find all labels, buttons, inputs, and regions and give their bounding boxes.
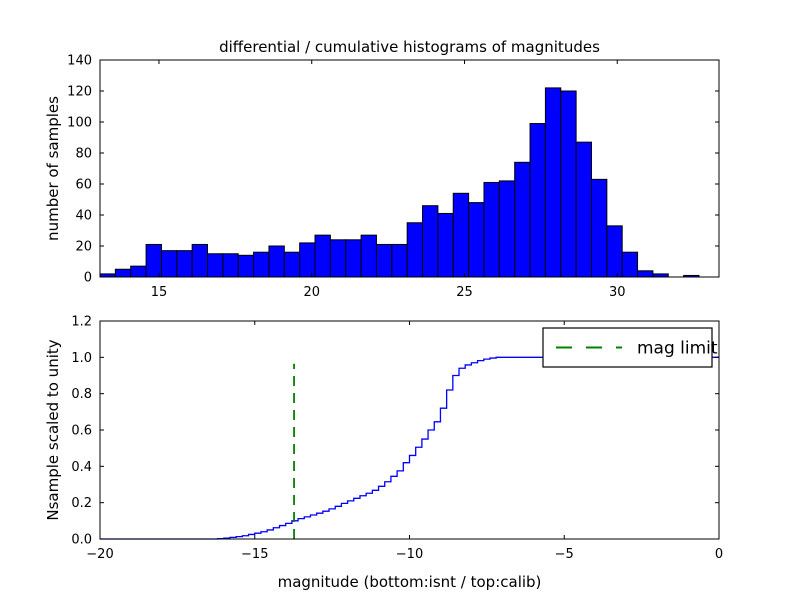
y-tick-label: 0 xyxy=(84,271,92,286)
histogram-bar xyxy=(191,243,209,278)
histogram-bar xyxy=(560,90,577,278)
axes-frame xyxy=(99,59,720,278)
histogram-bar xyxy=(483,181,500,278)
y-tick-label: 1.2 xyxy=(71,315,92,330)
histogram-bar xyxy=(375,243,393,278)
histogram-bar xyxy=(314,234,331,278)
y-tick-label: 0.2 xyxy=(71,496,92,511)
y-tick-label: 0.4 xyxy=(71,460,92,475)
histogram-bar xyxy=(498,180,516,278)
y-tick-label: 0.8 xyxy=(71,387,92,402)
histogram-bar xyxy=(130,265,147,278)
x-axis-label: magnitude (bottom:isnt / top:calib) xyxy=(278,573,542,591)
histogram-bar xyxy=(160,250,178,278)
histogram-bar xyxy=(268,245,285,278)
histogram-bar xyxy=(329,239,347,278)
histogram-bar xyxy=(406,222,424,278)
histogram-bar xyxy=(621,251,639,278)
histogram-bar xyxy=(253,251,270,278)
y-tick-label: 1.0 xyxy=(71,351,92,366)
histogram-bar xyxy=(468,202,485,278)
histogram-bar xyxy=(452,192,470,278)
histogram-bar xyxy=(360,234,377,278)
x-tick-label: 30 xyxy=(609,285,626,300)
histogram-bar xyxy=(606,225,623,278)
bottom-cumulative-plot: −20 −15 −10 −5 0 0.0 0.2 0.4 0.6 0.8 1.0 1.2 magnitu… xyxy=(44,315,723,592)
histogram-bar xyxy=(222,253,239,278)
chart-title: differential / cumulative histograms of … xyxy=(219,38,600,56)
x-tick-label: 15 xyxy=(151,285,168,300)
x-tick-label: 25 xyxy=(456,285,473,300)
y-axis-label: number of samples xyxy=(44,96,62,241)
y-tick-label: 140 xyxy=(67,54,92,69)
histogram-bars xyxy=(99,87,700,278)
x-tick-label: −10 xyxy=(396,547,423,562)
x-tick-label: −15 xyxy=(241,547,268,562)
legend: mag limit xyxy=(542,327,718,368)
y-tick-label: 60 xyxy=(75,178,92,193)
y-tick-label: 80 xyxy=(75,147,92,162)
x-tick-label: −20 xyxy=(86,547,113,562)
histogram-bar xyxy=(590,178,608,278)
histogram-bar xyxy=(529,123,546,278)
histogram-bar xyxy=(145,243,162,278)
y-axis-label: Nsample scaled to unity xyxy=(44,339,62,520)
histogram-bar xyxy=(575,141,592,278)
histogram-bar xyxy=(283,251,301,278)
histogram-bar xyxy=(422,205,439,278)
histogram-bar xyxy=(207,253,224,278)
y-tick-label: 120 xyxy=(67,85,92,100)
histogram-bar xyxy=(176,250,193,278)
x-tick-label: −5 xyxy=(555,547,574,562)
y-tick-label: 20 xyxy=(75,240,92,255)
x-tick-label: 20 xyxy=(303,285,320,300)
y-tick-label: 100 xyxy=(67,116,92,131)
y-tick-label: 0.6 xyxy=(71,424,92,439)
histogram-bar xyxy=(437,212,454,278)
histogram-bar xyxy=(637,270,654,278)
y-tick-label: 0.0 xyxy=(71,533,92,548)
histogram-bar xyxy=(299,242,316,278)
histogram-bar xyxy=(114,268,132,278)
histogram-bar xyxy=(345,239,362,278)
histogram-bar xyxy=(544,87,562,278)
y-tick-label: 40 xyxy=(75,209,92,224)
histogram-bar xyxy=(514,161,531,278)
x-tick-label: 0 xyxy=(715,547,723,562)
histogram-bar xyxy=(391,243,408,278)
histogram-bar xyxy=(237,254,255,278)
top-histogram-plot: 15 20 25 30 0 20 40 60 80 100 120 140 differential /… xyxy=(44,38,720,300)
legend-label: mag limit xyxy=(637,339,718,359)
cumulative-curve xyxy=(100,356,719,540)
